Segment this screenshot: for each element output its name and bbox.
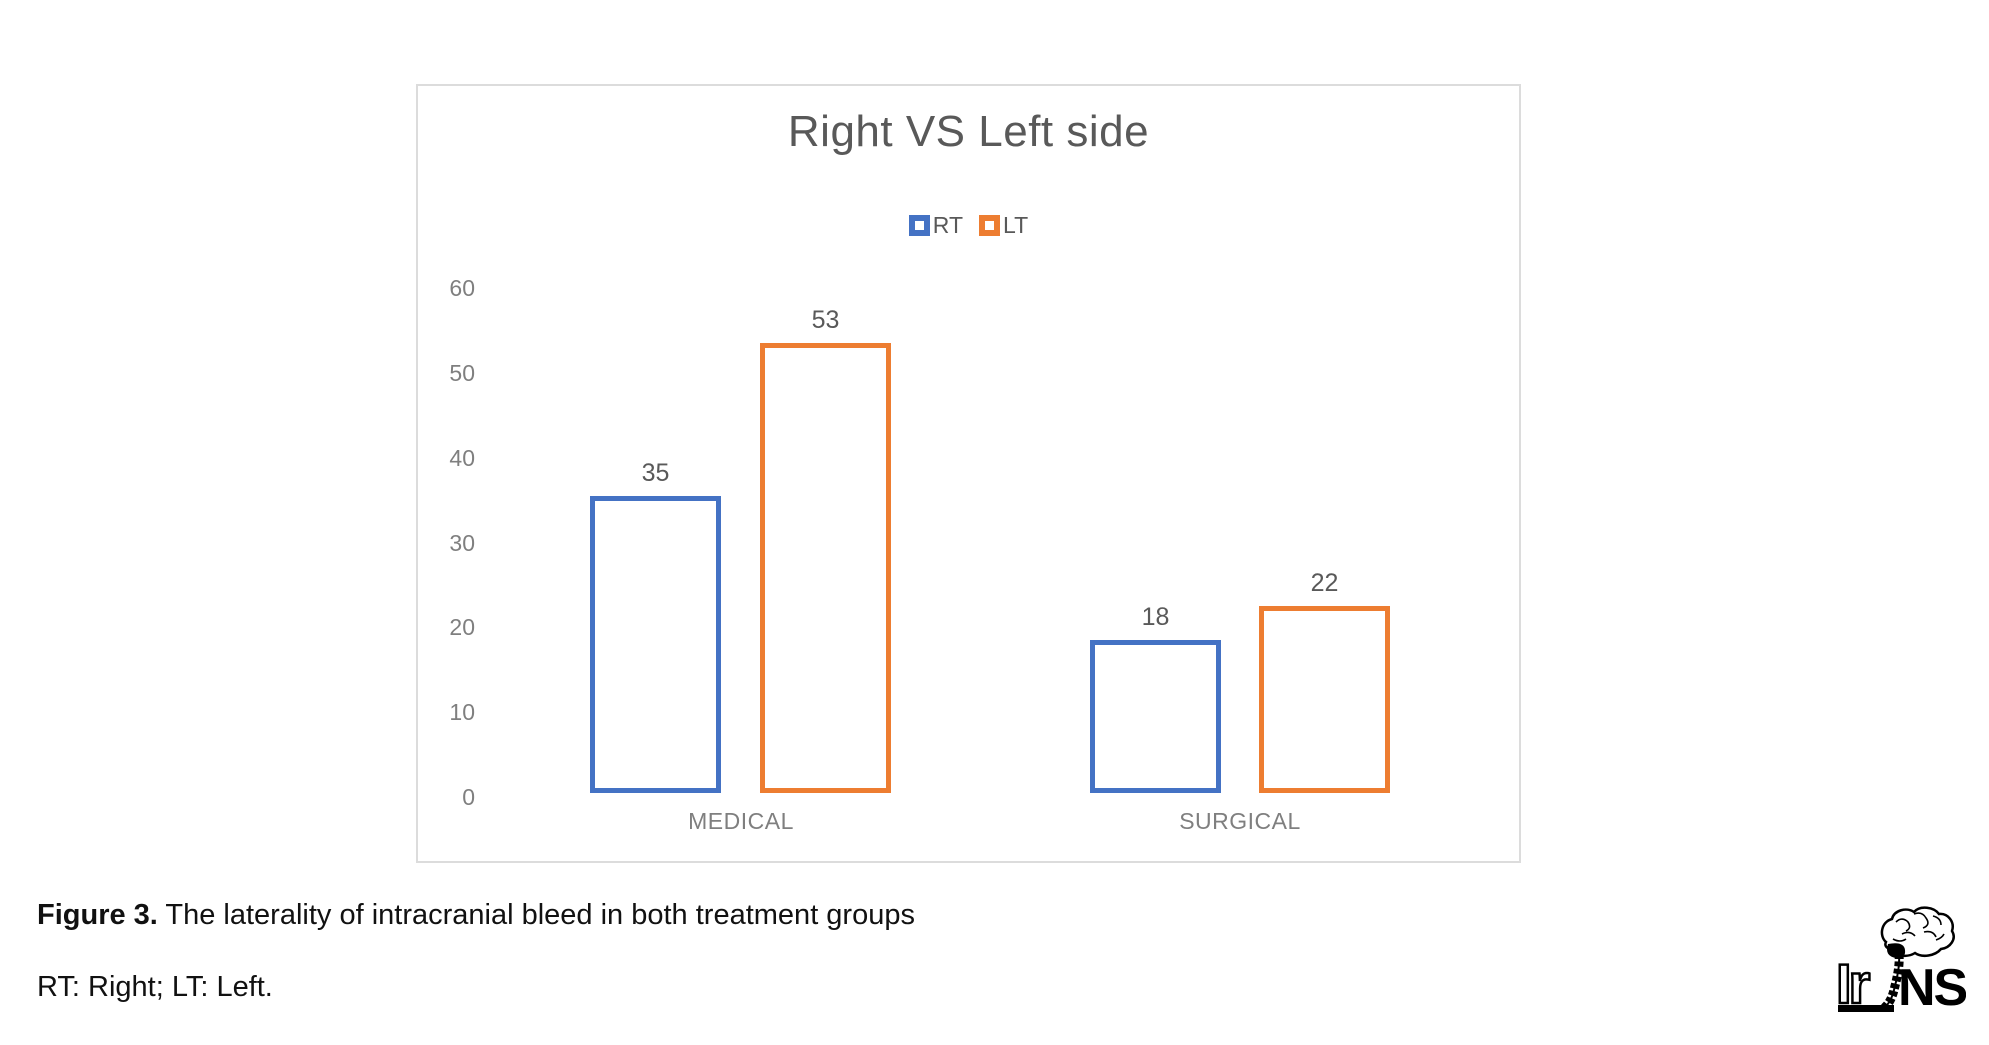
figure-footnote: RT: Right; LT: Left. (37, 971, 273, 1003)
bar-lt-medical (760, 343, 891, 793)
figure-caption-text: The laterality of intracranial bleed in … (157, 899, 915, 931)
y-tick-label: 50 (449, 359, 475, 386)
brain-icon (1880, 906, 1955, 959)
y-tick-label: 30 (449, 529, 475, 556)
bar-value-label: 35 (641, 459, 670, 487)
logo-text-right: NS (1898, 959, 1966, 1017)
y-tick-label: 10 (449, 699, 475, 726)
figure-caption-label: Figure 3. (37, 899, 158, 931)
chart-legend: RT LT (418, 210, 1519, 240)
irjns-logo: Ir NS (1836, 906, 1966, 1017)
bar-rt-surgical (1090, 640, 1221, 793)
figure-caption: Figure 3. The laterality of intracranial… (37, 896, 915, 934)
bar-chart: Right VS Left side RT LT 0 10 20 30 40 50 60 35 1… (416, 84, 1521, 863)
y-tick-label: 20 (449, 614, 475, 641)
legend-marker-lt-icon (979, 214, 1001, 236)
bar-value-label: 18 (1141, 603, 1170, 631)
legend-label: RT (932, 211, 964, 238)
y-tick-label: 40 (449, 444, 475, 471)
bar-value-label: 53 (811, 306, 840, 334)
spine-icon (1838, 953, 1904, 1012)
category-label-medical: MEDICAL (688, 808, 794, 834)
y-tick-label: 0 (462, 784, 475, 810)
legend-item-rt: RT (908, 211, 964, 239)
bar-lt-surgical (1259, 606, 1390, 793)
legend-item-lt: LT (979, 212, 1028, 239)
bar-value-label: 22 (1310, 569, 1339, 597)
category-label-surgical: SURGICAL (1179, 808, 1301, 834)
legend-marker-rt-icon (908, 214, 930, 236)
legend-label: LT (1003, 211, 1029, 238)
chart-title: Right VS Left side (787, 107, 1150, 156)
bar-rt-medical (590, 496, 721, 793)
y-tick-label: 60 (449, 275, 475, 301)
logo-text-left: Ir (1836, 952, 1870, 1015)
